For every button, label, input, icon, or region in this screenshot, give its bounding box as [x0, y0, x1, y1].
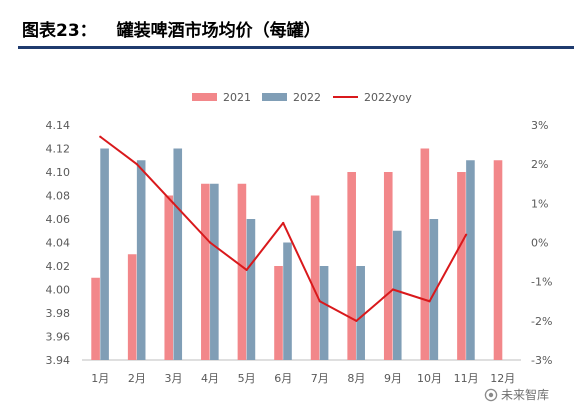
y-left-tick-label: 4.04 — [46, 237, 71, 250]
watermark: 未来智库 — [484, 386, 568, 403]
y-left-tick-label: 4.02 — [46, 260, 71, 273]
bar-2021-8 — [347, 172, 356, 360]
x-tick-label: 4月 — [201, 372, 219, 385]
point-2022yoy-4 — [208, 241, 212, 244]
x-tick-label: 12月 — [490, 372, 515, 385]
bar-2021-2 — [127, 254, 137, 360]
point-2022yoy-11 — [465, 233, 468, 236]
y-left-tick-label: 3.94 — [46, 354, 71, 367]
x-tick-label: 5月 — [238, 372, 256, 385]
circle-logo-icon — [484, 388, 498, 401]
bar-2021-6 — [274, 266, 283, 360]
y-right-tick-label: -2% — [531, 315, 552, 328]
bar-2022-11 — [466, 160, 475, 360]
bar-2022-3 — [173, 148, 183, 360]
legend-label-2021: 2021 — [223, 91, 251, 104]
title-rule — [18, 46, 574, 49]
bar-2021-1 — [91, 277, 100, 360]
bar-2021-5 — [237, 183, 247, 360]
bar-2022-8 — [356, 266, 365, 360]
point-2022yoy-5 — [245, 268, 248, 272]
y-right-tick-label: 0% — [531, 237, 548, 250]
x-tick-label: 10月 — [417, 372, 442, 385]
bar-2021-11 — [457, 172, 466, 360]
point-2022yoy-10 — [428, 300, 431, 303]
x-tick-label: 8月 — [347, 372, 365, 385]
watermark-text: 未来智库 — [501, 388, 550, 402]
x-tick-label: 9月 — [384, 372, 402, 385]
x-tick-label: 11月 — [454, 372, 479, 385]
bar-2021-4 — [201, 183, 210, 360]
figure-title-text: 罐装啤酒市场均价（每罐） — [116, 21, 321, 41]
point-2022yoy-2 — [135, 163, 138, 166]
y-left-tick-label: 3.98 — [46, 307, 71, 320]
legend-swatch-2022 — [262, 93, 287, 101]
bar-2021-7 — [310, 195, 320, 360]
y-left-tick-label: 4.06 — [46, 213, 71, 226]
legend-label-2022: 2022 — [293, 91, 321, 104]
bar-2021-10 — [420, 148, 430, 360]
point-2022yoy-3 — [172, 202, 175, 205]
legend-swatch-2021 — [192, 93, 217, 101]
y-right-tick-label: 3% — [531, 119, 548, 132]
y-left-tick-label: 3.96 — [46, 331, 71, 344]
bar-2021-12 — [493, 160, 503, 360]
x-tick-label: 3月 — [164, 372, 182, 385]
y-right-tick-label: -3% — [531, 354, 552, 367]
bar-2022-6 — [283, 242, 292, 360]
bar-2022-4 — [210, 183, 219, 360]
bar-2022-5 — [246, 219, 256, 360]
x-tick-label: 2月 — [128, 372, 146, 385]
x-tick-label: 1月 — [91, 372, 109, 385]
y-left-tick-label: 4.08 — [46, 190, 71, 203]
figure-number: 图表23： — [22, 21, 97, 41]
bar-2022-2 — [136, 160, 146, 360]
y-left-tick-label: 4.10 — [46, 166, 71, 179]
bar-2021-9 — [383, 172, 393, 360]
legend-label-2022yoy: 2022yoy — [364, 91, 412, 104]
y-right-tick-label: 1% — [531, 197, 548, 210]
point-2022yoy-9 — [391, 288, 395, 291]
point-2022yoy-1 — [99, 135, 102, 138]
bar-2022-10 — [429, 219, 439, 360]
y-left-tick-label: 4.14 — [46, 119, 71, 132]
x-tick-label: 7月 — [311, 372, 329, 385]
bar-2022-1 — [100, 148, 109, 360]
bar-2022-9 — [392, 230, 402, 360]
point-2022yoy-6 — [282, 221, 285, 225]
y-right-tick-label: 2% — [531, 158, 548, 171]
figure-title: 图表23： 罐装啤酒市场均价（每罐） — [22, 16, 321, 41]
y-left-tick-label: 4.12 — [46, 143, 71, 156]
y-left-tick-label: 4.00 — [46, 284, 71, 297]
bar-2021-3 — [164, 195, 174, 360]
point-2022yoy-8 — [355, 319, 358, 322]
point-2022yoy-7 — [318, 300, 321, 303]
bar-2022-7 — [319, 266, 329, 360]
y-right-tick-label: -1% — [531, 276, 552, 289]
x-tick-label: 6月 — [274, 372, 292, 385]
